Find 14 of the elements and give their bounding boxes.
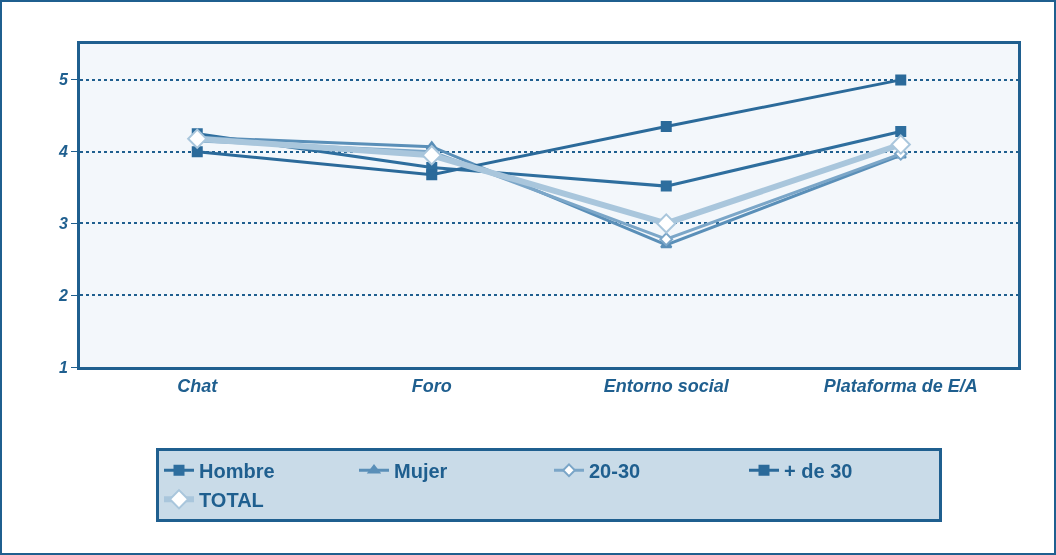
y-tick-label: 3 [58, 215, 68, 233]
x-tick-label: Entorno social [603, 375, 730, 396]
y-tick-label: 1 [58, 358, 68, 376]
x-tick-label: Foro [411, 375, 452, 396]
legend-label: + de 30 [784, 460, 853, 483]
y-tick-label: 2 [57, 286, 68, 304]
y-tick-label: 4 [57, 143, 68, 161]
y-tick-label: 5 [58, 71, 69, 89]
x-tick-label: Chat [177, 375, 219, 396]
legend-label: 20-30 [589, 460, 641, 483]
x-tick-label: Plataforma de E/A [823, 375, 978, 396]
legend-label: Mujer [394, 460, 448, 483]
legend-label: Hombre [199, 460, 275, 483]
legend-label: TOTAL [199, 489, 264, 512]
